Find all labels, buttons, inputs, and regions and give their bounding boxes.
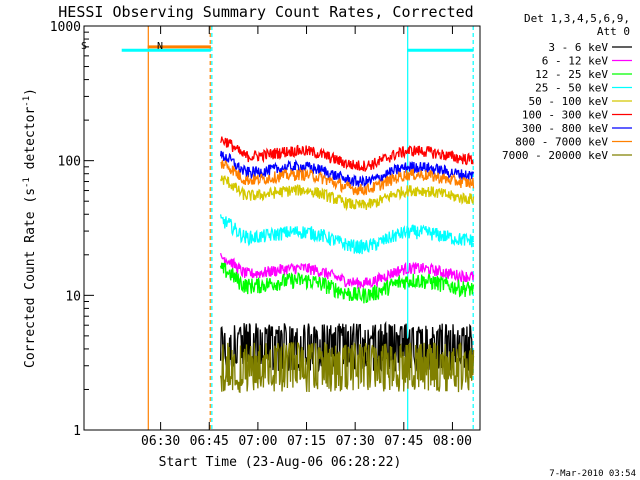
night-flag-label: N bbox=[157, 41, 163, 52]
legend-header-line-1: Det 1,3,4,5,6,9, bbox=[524, 12, 630, 25]
legend-label-4: 50 - 100 keV bbox=[529, 95, 609, 108]
legend-label-6: 300 - 800 keV bbox=[522, 122, 608, 135]
y-axis-ticks: 1 10 100 1000 bbox=[50, 20, 94, 439]
x-axis-label: Start Time (23-Aug-06 06:28:22) bbox=[159, 455, 402, 470]
saa-flag-label: S bbox=[81, 41, 87, 52]
flag-bars bbox=[121, 45, 474, 52]
series-line-25-50kev bbox=[219, 214, 475, 255]
plot-frame bbox=[83, 25, 481, 431]
series-line-50-100kev bbox=[219, 175, 475, 212]
y-axis-label: Corrected Count Rate (s-1 detector-1) bbox=[22, 88, 38, 368]
legend-label-5: 100 - 300 keV bbox=[522, 109, 608, 122]
series-line-100-300kev bbox=[219, 136, 474, 172]
footer-timestamp: 7-Mar-2010 03:54 bbox=[549, 469, 636, 479]
x-tick-label-2: 07:00 bbox=[238, 434, 277, 449]
x-tick-label-1: 06:45 bbox=[190, 434, 229, 449]
legend-header-line-2: Att 0 bbox=[597, 25, 630, 38]
plot-series bbox=[219, 136, 475, 394]
x-tick-label-6: 08:00 bbox=[433, 434, 472, 449]
legend-label-3: 25 - 50 keV bbox=[535, 82, 608, 95]
chart-title: HESSI Observing Summary Count Rates, Cor… bbox=[58, 3, 473, 21]
legend-label-1: 6 - 12 keV bbox=[542, 55, 609, 68]
y-tick-label-2: 100 bbox=[58, 155, 81, 170]
series-line-7000-20000kev bbox=[219, 341, 475, 394]
y-tick-label-1: 10 bbox=[65, 289, 81, 304]
series-line-6-12kev bbox=[219, 253, 475, 290]
x-axis-ticks: 06:30 06:45 07:00 07:15 07:30 07:45 08:00 bbox=[141, 26, 472, 449]
series-line-800-7000kev bbox=[220, 159, 475, 196]
series-line-12-25kev bbox=[219, 262, 475, 304]
y-tick-label-0: 1 bbox=[73, 424, 81, 439]
y-tick-label-3: 1000 bbox=[50, 20, 81, 35]
legend-label-2: 12 - 25 keV bbox=[535, 68, 608, 81]
x-tick-label-3: 07:15 bbox=[287, 434, 326, 449]
legend-label-0: 3 - 6 keV bbox=[548, 41, 608, 54]
legend-label-8: 7000 - 20000 keV bbox=[502, 149, 608, 162]
legend-label-7: 800 - 7000 keV bbox=[515, 136, 608, 149]
x-tick-label-5: 07:45 bbox=[384, 434, 423, 449]
x-tick-label-4: 07:30 bbox=[336, 434, 375, 449]
x-tick-label-0: 06:30 bbox=[141, 434, 180, 449]
